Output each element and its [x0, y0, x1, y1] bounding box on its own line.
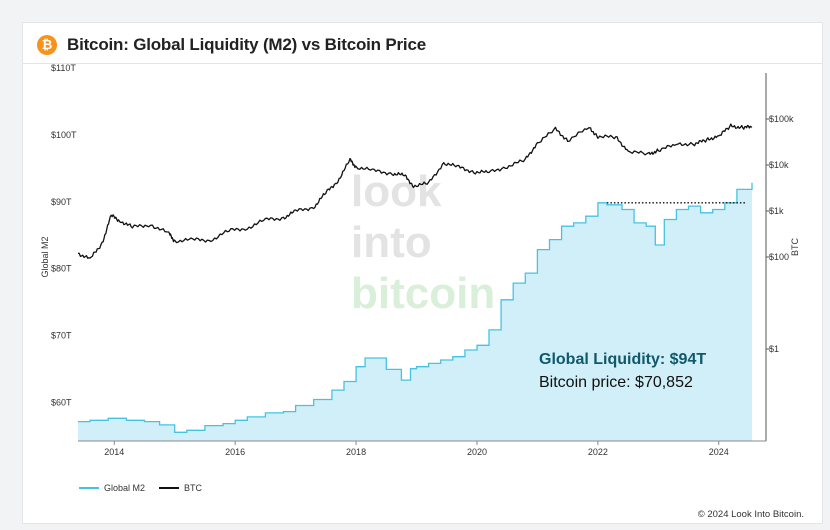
left-tick-label: $60T [51, 398, 72, 408]
liquidity-annotation: Global Liquidity: $94T [539, 351, 707, 368]
legend-swatch-m2 [79, 487, 99, 489]
chart-card: ₿ Bitcoin: Global Liquidity (M2) vs Bitc… [22, 22, 823, 524]
left-axis-title: Global M2 [40, 236, 50, 277]
price-annotation: Bitcoin price: $70,852 [539, 374, 693, 391]
right-tick-label: $100 [769, 252, 789, 262]
x-tick-label: 2024 [709, 447, 729, 457]
right-axis-title: BTC [790, 237, 800, 256]
watermark-line-2: into [351, 218, 432, 267]
header-divider [23, 63, 822, 64]
chart-title: Bitcoin: Global Liquidity (M2) vs Bitcoi… [67, 35, 426, 54]
watermark-line-3: bitcoin [351, 269, 495, 318]
right-tick-label: $1 [769, 344, 779, 354]
x-tick-label: 2018 [346, 447, 366, 457]
left-tick-label: $70T [51, 331, 72, 341]
left-tick-label: $100T [51, 130, 77, 140]
legend-item-btc[interactable]: BTC [159, 483, 202, 493]
left-tick-label: $90T [51, 197, 72, 207]
btc-series-line [77, 123, 753, 259]
bitcoin-logo-icon: ₿ [37, 35, 57, 55]
legend-label-btc: BTC [184, 483, 203, 493]
m2-series-line [78, 182, 753, 433]
x-tick-label: 2022 [588, 447, 608, 457]
chart-legend: Global M2 BTC [79, 483, 202, 493]
legend-label-m2: Global M2 [104, 483, 146, 493]
x-tick-label: 2020 [467, 447, 487, 457]
x-tick-label: 2014 [104, 447, 124, 457]
legend-item-m2[interactable]: Global M2 [79, 483, 145, 493]
left-tick-label: $80T [51, 264, 72, 274]
right-tick-label: $100k [769, 114, 794, 124]
right-tick-label: $1k [769, 206, 784, 216]
copyright-text: © 2024 Look Into Bitcoin. [697, 509, 804, 520]
legend-swatch-btc [159, 487, 180, 489]
left-tick-label: $110T [51, 63, 76, 73]
right-tick-label: $10k [769, 160, 789, 170]
m2-area [78, 182, 752, 441]
chart-header: ₿ Bitcoin: Global Liquidity (M2) vs Bitc… [37, 29, 426, 61]
chart-svg: lookintobitcoin$60T$70T$80T$90T$100T$110… [40, 63, 800, 457]
x-tick-label: 2016 [225, 447, 245, 457]
